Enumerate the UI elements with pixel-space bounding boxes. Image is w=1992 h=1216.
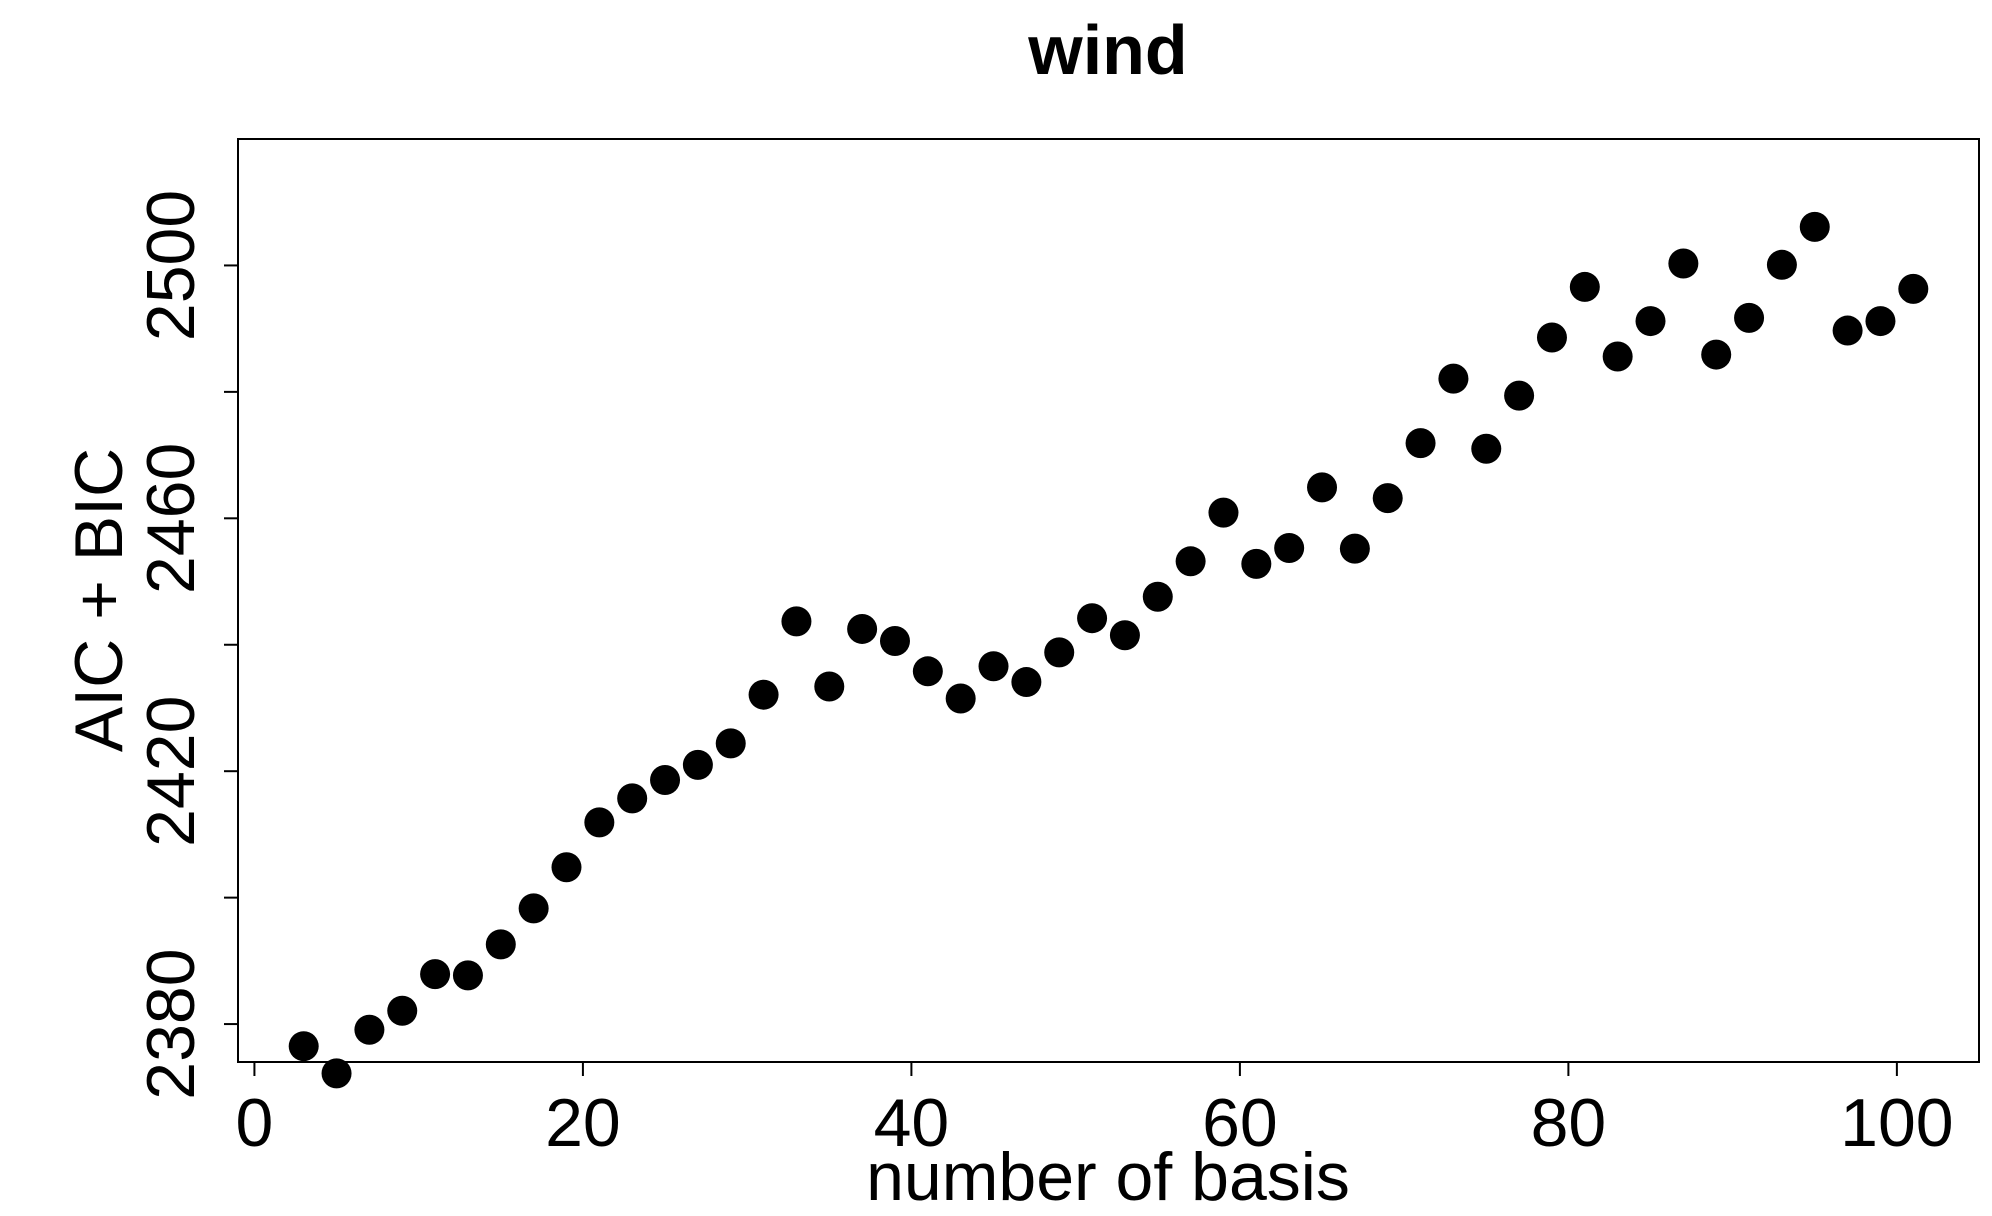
data-point [1569,271,1600,302]
data-point [1668,248,1699,279]
data-point [1471,433,1502,464]
data-point [814,671,845,702]
data-point [978,651,1009,682]
data-point [912,656,943,687]
data-point [847,613,878,644]
data-point [1142,581,1173,612]
x-tick-label: 40 [874,1085,950,1161]
y-axis-label: AIC + BIC [61,448,137,752]
data-point [1109,620,1140,651]
data-point [1799,211,1830,242]
x-tick-label: 20 [545,1085,621,1161]
data-point [1339,533,1370,564]
data-point [452,960,483,991]
data-point [387,995,418,1026]
x-tick-label: 100 [1840,1085,1953,1161]
data-point [748,679,779,710]
y-tick-label: 2420 [133,696,209,847]
data-point [288,1031,319,1062]
x-axis-label: number of basis [866,1139,1350,1215]
data-point [321,1058,352,1089]
data-point [1766,249,1797,280]
data-point [1438,363,1469,394]
data-point [1701,339,1732,370]
data-point [420,959,451,990]
chart-title: wind [1027,11,1187,89]
data-point [1635,306,1666,337]
x-tick-label: 60 [1202,1085,1278,1161]
data-point [1372,483,1403,514]
data-point [584,807,615,838]
data-point [879,625,910,656]
data-point [1405,428,1436,459]
data-point [617,783,648,814]
data-point [1536,322,1567,353]
x-tick-label: 80 [1531,1085,1607,1161]
x-axis: 0 20 40 60 80 100 [236,1061,1954,1161]
data-point [518,893,549,924]
data-point [1602,341,1633,372]
data-point [1865,306,1896,337]
x-tick-label: 0 [236,1085,274,1161]
data-point [1241,548,1272,579]
data-point [945,683,976,714]
data-point [1898,273,1929,304]
data-point [1208,497,1239,528]
data-point [715,728,746,759]
data-point [551,852,582,883]
data-point [682,749,713,780]
data-point [1734,302,1765,333]
y-tick-label: 2460 [133,443,209,594]
data-point [781,606,812,637]
data-points [288,211,1929,1089]
data-point [1274,533,1305,564]
data-point [1077,603,1108,634]
data-point [485,929,516,960]
data-point [1832,315,1863,346]
data-point [1504,380,1535,411]
data-point [354,1014,385,1045]
data-point [650,765,681,796]
plot-frame [237,138,1980,1063]
data-point [1307,472,1338,503]
y-tick-label: 2380 [133,948,209,1099]
data-point [1175,546,1206,577]
y-tick-label: 2500 [133,190,209,341]
data-point [1044,637,1075,668]
data-point [1011,667,1042,698]
y-axis: 2380 2420 2460 2500 [133,190,239,1100]
